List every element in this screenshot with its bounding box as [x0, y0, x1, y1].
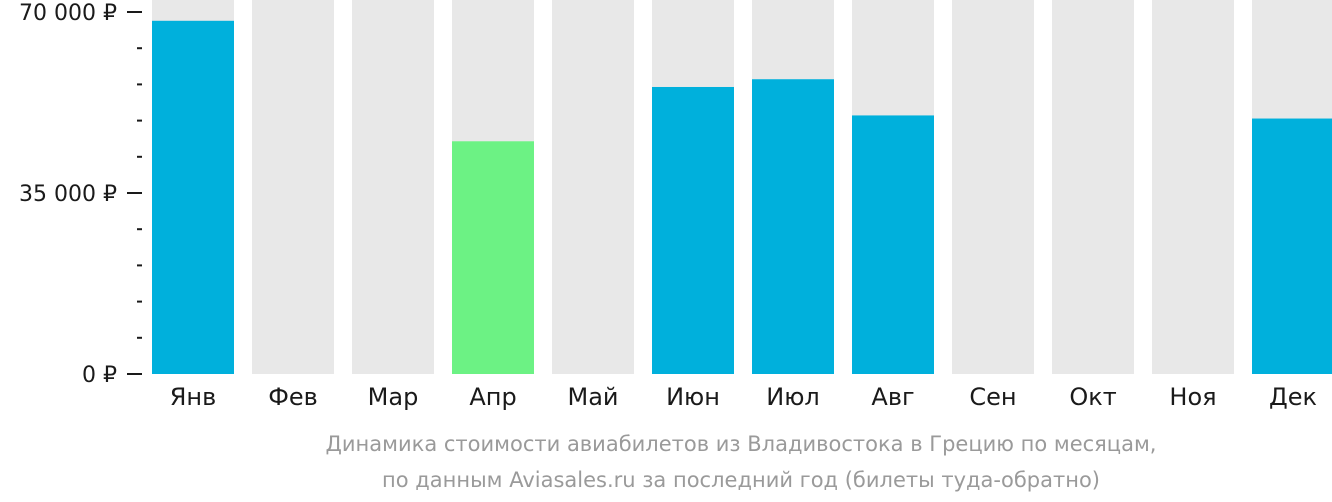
bar-background-month-3	[352, 0, 434, 374]
bar-month-1[interactable]	[152, 20, 234, 374]
background-bars	[152, 0, 1332, 374]
x-tick-label-month-3: Мар	[368, 383, 419, 411]
bar-month-12[interactable]	[1252, 118, 1332, 374]
x-tick-label-month-5: Май	[567, 383, 618, 411]
x-tick-label-month-6: Июн	[666, 383, 720, 411]
bar-month-6[interactable]	[652, 86, 734, 374]
x-tick-label-month-10: Окт	[1069, 383, 1116, 411]
x-tick-label-month-1: Янв	[170, 383, 217, 411]
chart-caption-line-1: Динамика стоимости авиабилетов из Владив…	[326, 432, 1157, 456]
x-tick-label-month-4: Апр	[469, 383, 516, 411]
bar-month-8[interactable]	[852, 115, 934, 374]
bar-background-month-11	[1152, 0, 1234, 374]
chart-caption-line-2: по данным Aviasales.ru за последний год …	[382, 468, 1100, 492]
x-tick-label-month-9: Сен	[969, 383, 1016, 411]
bar-background-month-10	[1052, 0, 1134, 374]
x-tick-label-month-12: Дек	[1269, 383, 1317, 411]
x-tick-label-month-2: Фев	[268, 383, 318, 411]
bar-background-month-2	[252, 0, 334, 374]
data-bars	[152, 20, 1332, 374]
y-tick-label: 70 000 ₽	[19, 1, 117, 26]
x-axis-labels: Янв Фев Мар Апр Май Июн Июл Авг Сен Окт Ноя Дек	[170, 383, 1317, 411]
bar-background-month-5	[552, 0, 634, 374]
bar-month-7[interactable]	[752, 79, 834, 374]
bar-month-4[interactable]	[452, 141, 534, 374]
bar-background-month-9	[952, 0, 1034, 374]
x-tick-label-month-11: Ноя	[1169, 383, 1216, 411]
x-tick-label-month-7: Июл	[766, 383, 820, 411]
x-tick-label-month-8: Авг	[871, 383, 914, 411]
y-axis: 0 ₽ 35 000 ₽ 70 000 ₽	[19, 1, 142, 388]
y-tick-label: 0 ₽	[82, 363, 117, 388]
y-tick-label: 35 000 ₽	[19, 182, 117, 207]
